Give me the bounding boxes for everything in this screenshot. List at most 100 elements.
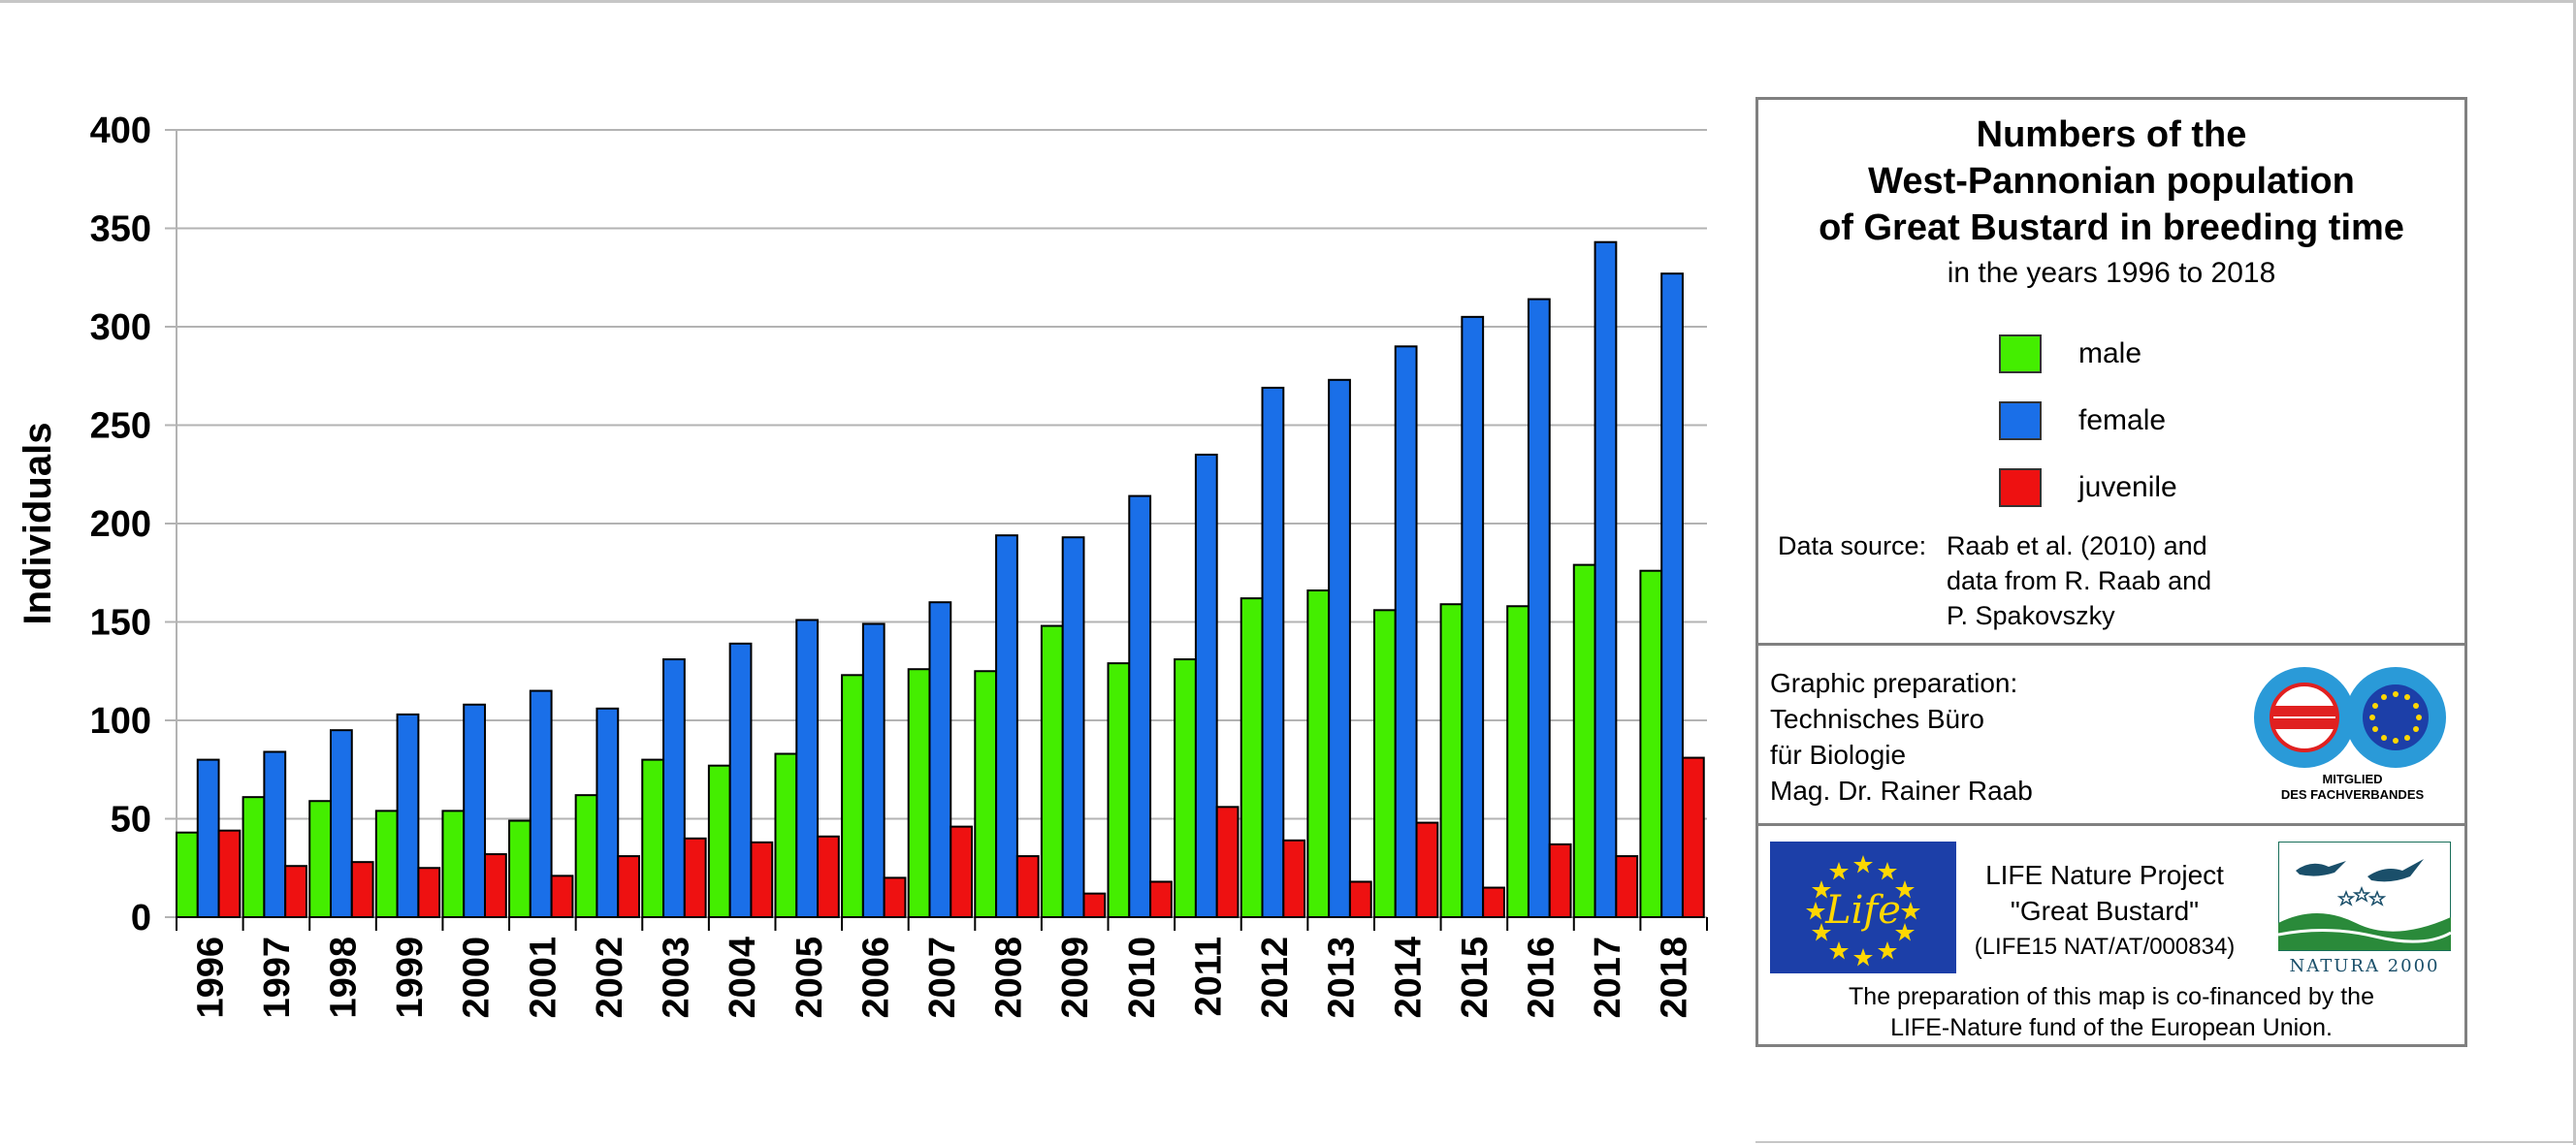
bar-juvenile-2003 [683, 837, 707, 918]
bar-juvenile-2005 [817, 835, 840, 919]
x-tick-label: 1999 [390, 937, 431, 1019]
bar-male-1997 [242, 796, 266, 918]
x-tick-label: 2005 [789, 937, 830, 1019]
bar-juvenile-1999 [417, 867, 441, 918]
bar-male-2011 [1174, 658, 1197, 918]
bar-female-2002 [596, 707, 620, 918]
x-tick-label: 2009 [1055, 937, 1096, 1019]
y-tick-label: 250 [90, 406, 151, 447]
legend-label: female [2078, 404, 2167, 436]
x-tick-label: 2014 [1388, 937, 1429, 1019]
bar-male-1998 [308, 800, 332, 918]
life-project-line: LIFE Nature Project [1985, 860, 2224, 890]
bar-female-2013 [1328, 378, 1351, 918]
legend-swatch-male [1999, 334, 2042, 373]
legend-label: juvenile [2078, 471, 2177, 503]
x-tick-label: 2008 [989, 937, 1030, 1019]
bar-male-2004 [707, 764, 731, 918]
frame-top-border [0, 0, 2576, 3]
chart-title: Numbers of the West-Pannonian population… [1758, 111, 2464, 251]
bar-juvenile-2007 [950, 825, 974, 918]
x-tick-label: 1998 [324, 937, 365, 1019]
bar-juvenile-2009 [1082, 892, 1107, 919]
bar-juvenile-2013 [1348, 880, 1372, 919]
technische-bueros-badge-icon: MITGLIED DES FACHVERBANDES [2248, 665, 2457, 820]
life-panel: Life LIFE Nature Project "Great Bustard"… [1755, 823, 2467, 1047]
x-tick-label: 2000 [457, 937, 498, 1019]
bar-juvenile-2015 [1482, 886, 1505, 918]
bar-male-2017 [1572, 563, 1596, 918]
bar-male-2010 [1107, 662, 1131, 918]
badge-caption: MITGLIED DES FACHVERBANDES [2248, 772, 2457, 803]
y-tick-label: 100 [90, 701, 151, 742]
source-line: Raab et al. (2010) and [1947, 531, 2207, 560]
bar-female-2005 [795, 619, 820, 918]
chart-subtitle: in the years 1996 to 2018 [1947, 257, 2276, 289]
graphic-preparation-credit: Graphic preparation: Technisches Büro fü… [1770, 665, 2033, 809]
bar-juvenile-2000 [483, 853, 507, 918]
bar-juvenile-2004 [750, 841, 774, 918]
bar-male-2006 [841, 674, 864, 918]
bar-chart: 0 50 100 150 200 250 300 350 400 Individuals 1996 1… [16, 111, 1708, 1019]
bar-juvenile-2010 [1149, 880, 1173, 919]
bar-male-2018 [1639, 569, 1663, 918]
title-line: of Great Bustard in breeding time [1819, 207, 2404, 248]
bar-female-2011 [1194, 453, 1218, 918]
svg-text:NATURA 2000: NATURA 2000 [2289, 956, 2439, 976]
x-tick-label: 2004 [723, 937, 763, 1019]
badge-caption-line: DES FACHVERBANDES [2280, 787, 2425, 802]
bar-juvenile-1998 [350, 861, 374, 918]
x-tick-label: 2001 [523, 937, 564, 1019]
bar-female-1996 [196, 758, 220, 918]
bar-male-1999 [374, 810, 399, 919]
bar-juvenile-2011 [1215, 806, 1240, 919]
bar-male-2009 [1040, 624, 1064, 918]
bar-juvenile-2012 [1282, 839, 1306, 919]
y-tick-label: 150 [90, 603, 151, 644]
badge-caption-line: MITGLIED [2322, 772, 2383, 786]
x-tick-label: 2006 [855, 937, 896, 1019]
bar-female-2001 [529, 689, 553, 918]
bar-male-2007 [907, 668, 931, 918]
life-project-line: "Great Bustard" [2010, 896, 2200, 926]
data-source-label: Data source: [1778, 531, 1927, 560]
x-tick-label: 1997 [257, 937, 298, 1019]
natura-2000-logo-icon: NATURA 2000 [2277, 841, 2452, 977]
bar-female-1998 [329, 729, 353, 919]
source-line: data from R. Raab and [1947, 566, 2212, 595]
bar-male-2005 [774, 752, 798, 919]
bar-male-2015 [1439, 603, 1464, 918]
y-tick-label: 300 [90, 307, 151, 348]
bar-female-1999 [396, 713, 420, 918]
bar-juvenile-2017 [1615, 855, 1639, 919]
bar-female-2010 [1128, 494, 1152, 918]
x-tick-label: 2011 [1188, 937, 1229, 1016]
cofinance-line: The preparation of this map is co-financ… [1849, 983, 2374, 1010]
bar-male-2002 [574, 794, 598, 919]
y-tick-label: 400 [90, 111, 151, 151]
bar-male-1996 [176, 831, 199, 919]
x-tick-label: 2003 [657, 937, 697, 1019]
legend-panel: Numbers of the West-Pannonian population… [1755, 97, 2467, 646]
x-tick-label: 2007 [922, 937, 963, 1019]
y-tick-label: 0 [131, 898, 151, 938]
bar-female-2003 [662, 658, 686, 918]
cofinance-note: The preparation of this map is co-financ… [1758, 981, 2464, 1043]
y-tick-label: 200 [90, 504, 151, 545]
x-tick-label: 2018 [1655, 937, 1695, 1019]
bar-male-2016 [1506, 605, 1530, 918]
x-tick-label: 2010 [1122, 937, 1163, 1019]
life-project-text: LIFE Nature Project "Great Bustard" (LIF… [1964, 857, 2245, 965]
frame-right-border [2573, 0, 2576, 1145]
y-tick-label: 50 [111, 800, 151, 841]
bar-female-2018 [1660, 272, 1684, 918]
x-tick-label: 2013 [1322, 937, 1363, 1019]
bar-female-2000 [463, 703, 486, 919]
bar-juvenile-2008 [1015, 855, 1040, 919]
source-line: P. Spakovszky [1947, 601, 2115, 630]
legend-swatch-female [1999, 401, 2042, 440]
bar-female-2012 [1261, 386, 1285, 918]
bar-male-2001 [508, 819, 531, 919]
bar-female-2008 [995, 534, 1018, 918]
svg-text:Life: Life [1824, 888, 1901, 933]
